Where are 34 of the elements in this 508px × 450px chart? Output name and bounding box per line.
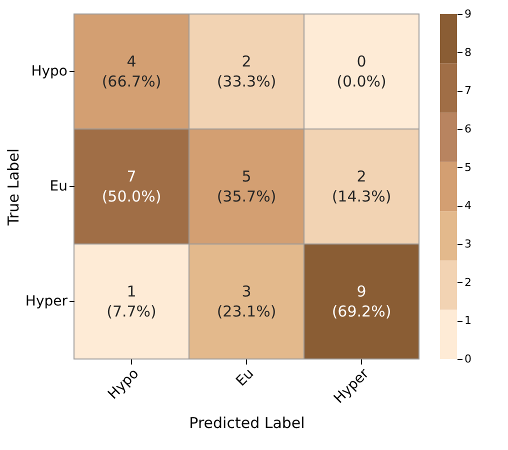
data-label: 4: [126, 52, 136, 70]
color-bar-label: 3: [464, 238, 472, 250]
data-label: 0: [356, 52, 366, 70]
color-bar-label: 5: [464, 160, 472, 174]
color-bar-label: 2: [464, 276, 472, 289]
data-label: 1: [126, 282, 136, 300]
annotation: (0.0%): [336, 72, 386, 90]
y-tick-label: Hypo: [31, 64, 68, 80]
y-axis-title: True Label: [4, 148, 22, 227]
annotation: (33.3%): [216, 72, 276, 90]
data-label: 7: [126, 168, 136, 186]
color-bar-label: 9: [464, 8, 472, 20]
color-bar-label: 6: [464, 122, 472, 136]
y-tick-label: Hyper: [25, 294, 68, 310]
annotation: (23.1%): [216, 302, 276, 320]
y-tick-label: Eu: [50, 178, 68, 194]
annotation: (14.3%): [332, 188, 392, 206]
data-label: 5: [242, 168, 252, 186]
color-bar-label: 8: [464, 46, 472, 59]
annotation: (35.7%): [216, 188, 276, 206]
data-label: 9: [356, 282, 366, 300]
annotation: (7.7%): [106, 302, 156, 320]
data-label: 3: [242, 282, 252, 300]
annotation: (66.7%): [102, 72, 162, 90]
data-label: 2: [356, 168, 366, 186]
color-bar-label: 4: [464, 199, 472, 212]
color-bar-label: 7: [464, 84, 472, 98]
x-axis-title: Predicted Label: [189, 414, 305, 432]
color-bar-label: 1: [464, 314, 472, 328]
annotation: (69.2%): [332, 302, 392, 320]
color-bar-label: 0: [464, 352, 472, 366]
data-label: 2: [242, 52, 252, 70]
annotation: (50.0%): [102, 188, 162, 206]
x-tick-label: Eu: [233, 366, 258, 390]
